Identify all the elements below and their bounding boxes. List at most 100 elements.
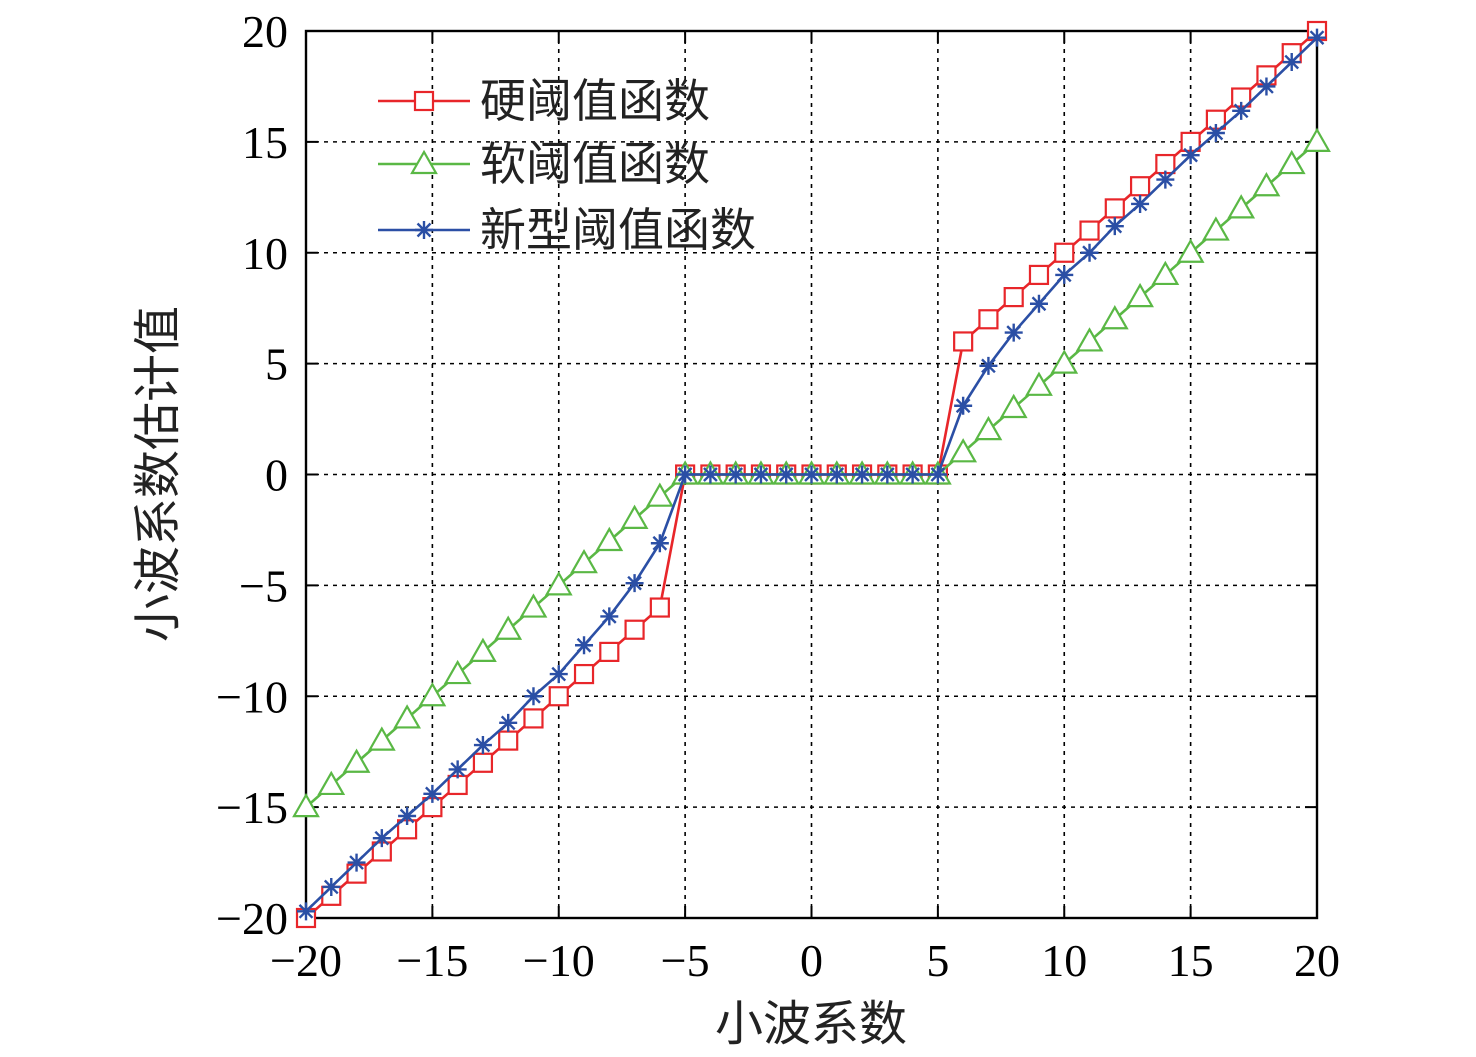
data-point	[469, 637, 497, 663]
data-point	[1050, 349, 1079, 374]
data-point	[1105, 217, 1124, 236]
data-point	[472, 752, 494, 773]
data-point	[1080, 243, 1099, 262]
x-tick-label: 15	[1168, 935, 1214, 986]
data-point	[1003, 287, 1024, 308]
ticks: −20 −15 −10 −5 0 5 10 15 20 20 15 10 5 0 −5 −10 −15 −20	[216, 6, 1340, 986]
series	[292, 20, 1331, 929]
data-point	[751, 465, 770, 484]
y-tick-label: −10	[216, 671, 288, 722]
data-point	[1227, 194, 1256, 219]
data-point	[599, 641, 620, 663]
data-point	[548, 686, 569, 707]
data-point	[398, 806, 417, 825]
data-point	[570, 548, 598, 574]
data-point	[1075, 327, 1104, 352]
data-point	[523, 708, 544, 729]
x-tick-label: 5	[926, 935, 949, 986]
y-tick-label: 10	[242, 228, 288, 279]
data-point	[1129, 176, 1151, 197]
data-point	[726, 465, 745, 484]
data-point	[297, 902, 315, 921]
data-point	[853, 465, 872, 484]
data-point	[322, 877, 341, 896]
data-point	[292, 792, 320, 818]
data-point	[1252, 172, 1281, 197]
data-point	[524, 687, 543, 706]
data-point	[372, 829, 391, 848]
data-point	[342, 748, 371, 773]
legend-swatch-marker	[410, 149, 438, 175]
data-point	[650, 534, 669, 553]
legend-label: 软阈值函数	[480, 137, 710, 191]
data-point	[999, 393, 1028, 419]
data-point	[1131, 194, 1150, 213]
data-point	[1206, 124, 1225, 143]
data-point	[1277, 149, 1306, 175]
data-point	[1054, 242, 1075, 263]
y-tick-label: −20	[216, 893, 288, 944]
data-point	[575, 636, 594, 655]
data-point	[600, 607, 619, 626]
x-tick-label: 0	[800, 935, 823, 986]
data-point	[1028, 264, 1050, 286]
data-point	[645, 482, 674, 507]
data-point	[676, 465, 695, 484]
data-point	[447, 774, 468, 796]
data-point	[519, 593, 548, 618]
data-point	[1155, 153, 1176, 175]
data-point	[393, 704, 421, 729]
data-point	[701, 465, 720, 484]
data-point	[499, 713, 518, 732]
y-tick-label: 0	[265, 450, 288, 501]
data-point	[347, 853, 366, 872]
data-point	[949, 438, 978, 463]
x-tick-label: −20	[270, 935, 342, 986]
legend-label: 新型阈值函数	[480, 203, 756, 257]
data-point	[498, 730, 519, 751]
x-tick-label: −5	[661, 935, 710, 986]
data-point	[549, 665, 568, 684]
data-point	[1176, 238, 1205, 263]
legend-swatch-marker	[415, 221, 433, 239]
data-point	[443, 659, 472, 685]
y-tick-label: 5	[265, 339, 288, 390]
series-3	[297, 28, 1326, 921]
data-point	[1232, 101, 1251, 120]
data-point	[625, 574, 644, 593]
data-point	[573, 663, 595, 685]
data-point	[954, 396, 973, 415]
data-point	[928, 465, 947, 484]
data-point	[494, 615, 523, 640]
data-point	[418, 682, 447, 707]
data-point	[367, 726, 396, 751]
data-point	[802, 465, 821, 484]
y-tick-label: −5	[239, 560, 288, 611]
data-point	[1257, 77, 1276, 96]
x-axis-label: 小波系数	[715, 996, 907, 1052]
data-point	[1126, 282, 1154, 308]
data-point	[1100, 305, 1129, 330]
data-point	[1029, 294, 1048, 313]
data-point	[979, 356, 998, 375]
x-tick-label: −10	[523, 935, 595, 986]
data-point	[1079, 220, 1100, 241]
data-point	[620, 504, 649, 529]
data-point	[1055, 265, 1074, 284]
data-point	[473, 736, 492, 755]
legend-label: 硬阈值函数	[480, 74, 710, 128]
y-axis-label: 小波系数估计值	[130, 306, 186, 642]
y-tick-label: 20	[242, 6, 288, 57]
y-tick-label: 15	[242, 117, 288, 168]
legend-swatch-marker	[413, 90, 435, 112]
data-point	[978, 309, 999, 330]
data-point	[974, 415, 1003, 441]
data-point	[1151, 260, 1180, 286]
data-point	[1025, 371, 1053, 396]
data-point	[1104, 198, 1125, 219]
data-point	[827, 465, 846, 484]
data-point	[423, 784, 442, 803]
data-point	[1004, 323, 1023, 342]
data-point	[878, 465, 897, 484]
